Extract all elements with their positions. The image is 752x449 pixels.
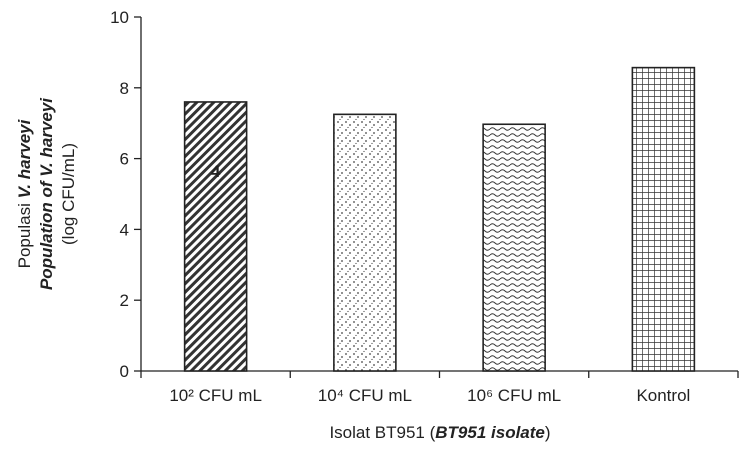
y-axis-title-line2: Population of V. harveyi	[37, 97, 56, 290]
data-label: 4	[211, 162, 221, 181]
bar-4	[631, 66, 696, 372]
data-labels: 4	[211, 162, 221, 181]
y-tick-label: 8	[120, 79, 129, 98]
category-labels: 10² CFU mL 10⁴ CFU mL 10⁶ CFU mL Kontrol	[169, 386, 690, 405]
category-label: Kontrol	[636, 386, 690, 405]
y-tick-label: 6	[120, 150, 129, 169]
category-label: 10² CFU mL	[169, 386, 262, 405]
y-ticks: 0 2 4 6 8 10	[110, 8, 141, 381]
y-axis-title-line3: (log CFU/mL)	[59, 143, 78, 245]
y-tick-label: 10	[110, 8, 129, 27]
y-tick-label: 0	[120, 362, 129, 381]
bar-2	[333, 113, 397, 372]
x-ticks	[140, 371, 739, 378]
y-tick-label: 2	[120, 291, 129, 310]
category-label: 10⁴ CFU mL	[318, 386, 412, 405]
y-tick-label: 4	[120, 220, 129, 239]
y-axis-title-line1: Populasi V. harveyi	[15, 118, 34, 268]
bar-1	[183, 101, 248, 372]
x-axis-title: Isolat BT951 (BT951 isolate)	[329, 423, 550, 442]
y-axis-title: Populasi V. harveyi Population of V. har…	[15, 97, 78, 290]
bar-3	[482, 123, 546, 372]
bars	[183, 66, 696, 372]
category-label: 10⁶ CFU mL	[467, 386, 561, 405]
